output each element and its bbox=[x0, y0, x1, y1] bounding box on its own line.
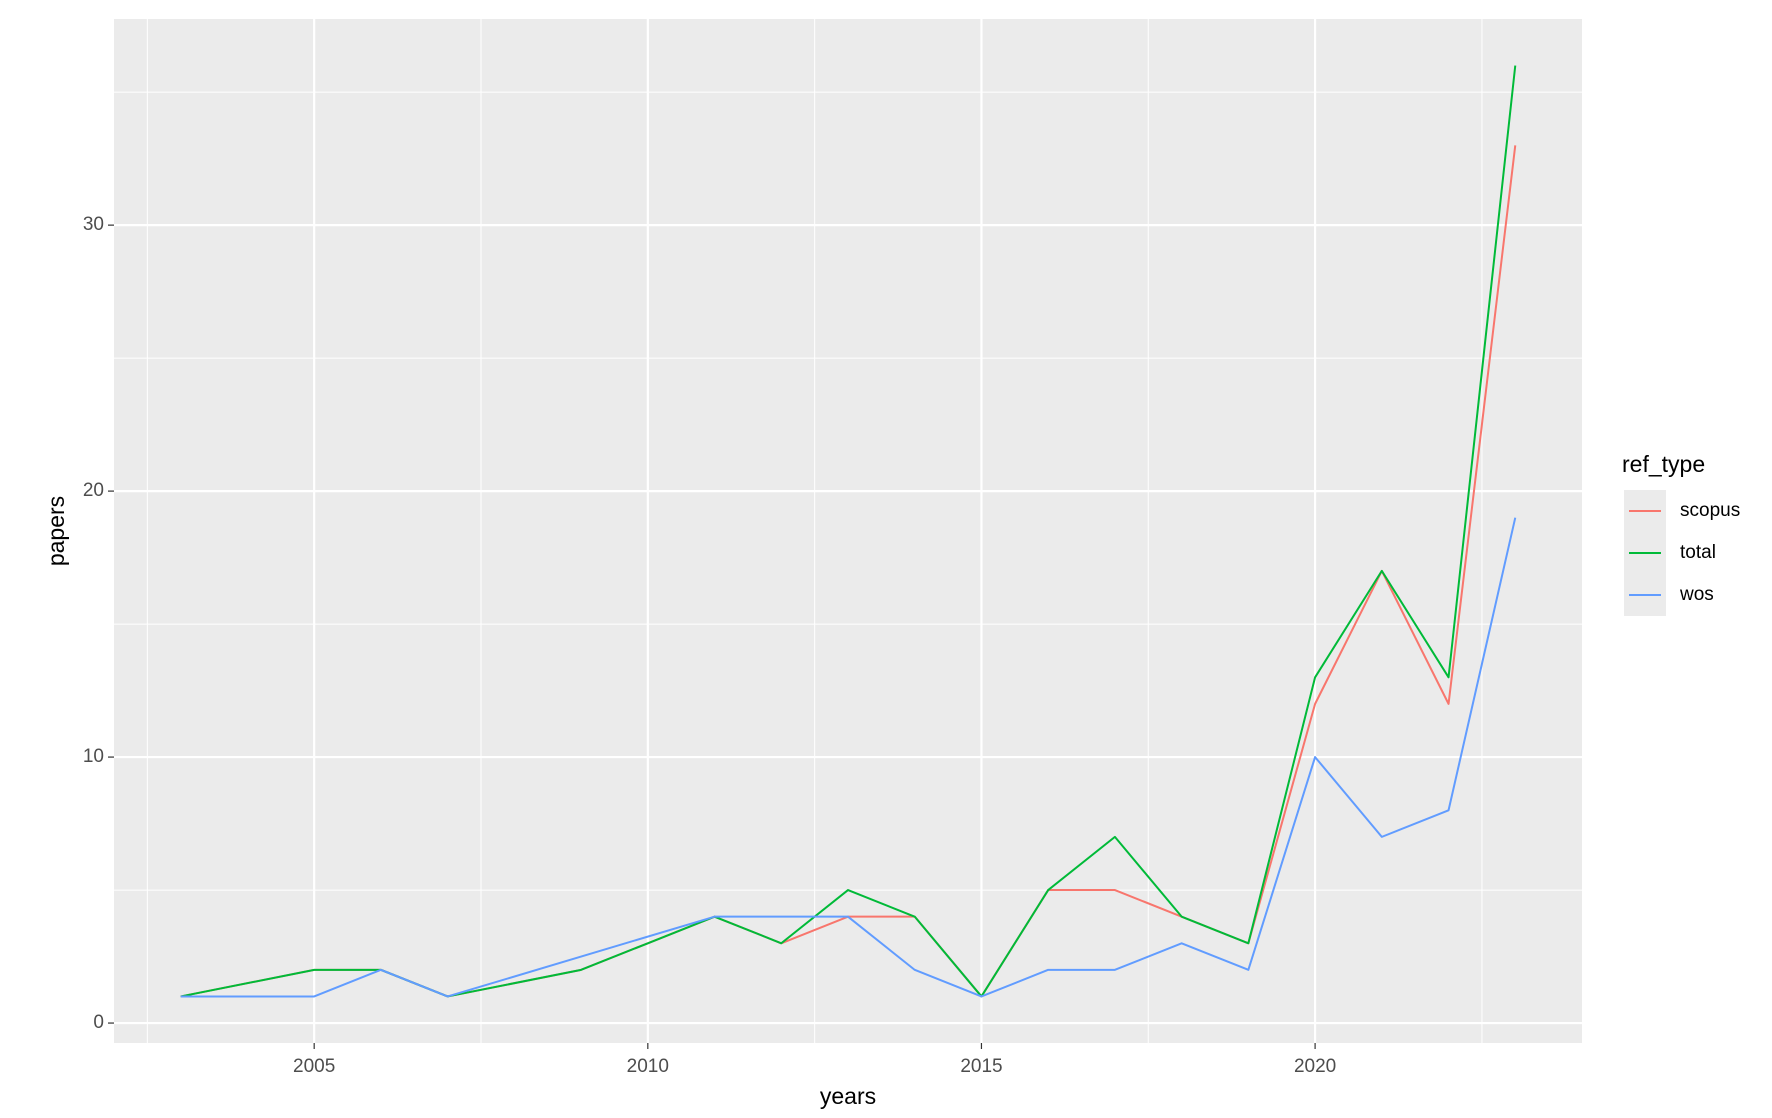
lines bbox=[180, 65, 1517, 998]
y-tick-label: 0 bbox=[93, 1012, 104, 1033]
x-tick-label: 2015 bbox=[960, 1056, 1002, 1077]
series-line bbox=[180, 517, 1517, 998]
x-tick-label: 2005 bbox=[293, 1056, 335, 1077]
y-tick-label: 10 bbox=[83, 746, 104, 767]
x-tick-label: 2020 bbox=[1294, 1056, 1336, 1077]
axes: 2005 2010 2015 2020 0 10 20 30 bbox=[83, 214, 1336, 1077]
legend-label: scopus bbox=[1680, 500, 1740, 521]
legend: ref_type scopus total wos bbox=[1622, 451, 1740, 616]
y-tick-label: 20 bbox=[83, 480, 104, 501]
y-axis-title: papers bbox=[43, 496, 69, 566]
legend-title: ref_type bbox=[1622, 451, 1705, 477]
legend-label: total bbox=[1680, 542, 1716, 563]
x-axis-title: years bbox=[820, 1083, 876, 1109]
major-grid bbox=[114, 19, 1582, 1043]
legend-label: wos bbox=[1679, 584, 1714, 605]
panel-background bbox=[114, 19, 1582, 1043]
y-tick-label: 30 bbox=[83, 214, 104, 235]
x-tick-label: 2010 bbox=[627, 1056, 669, 1077]
